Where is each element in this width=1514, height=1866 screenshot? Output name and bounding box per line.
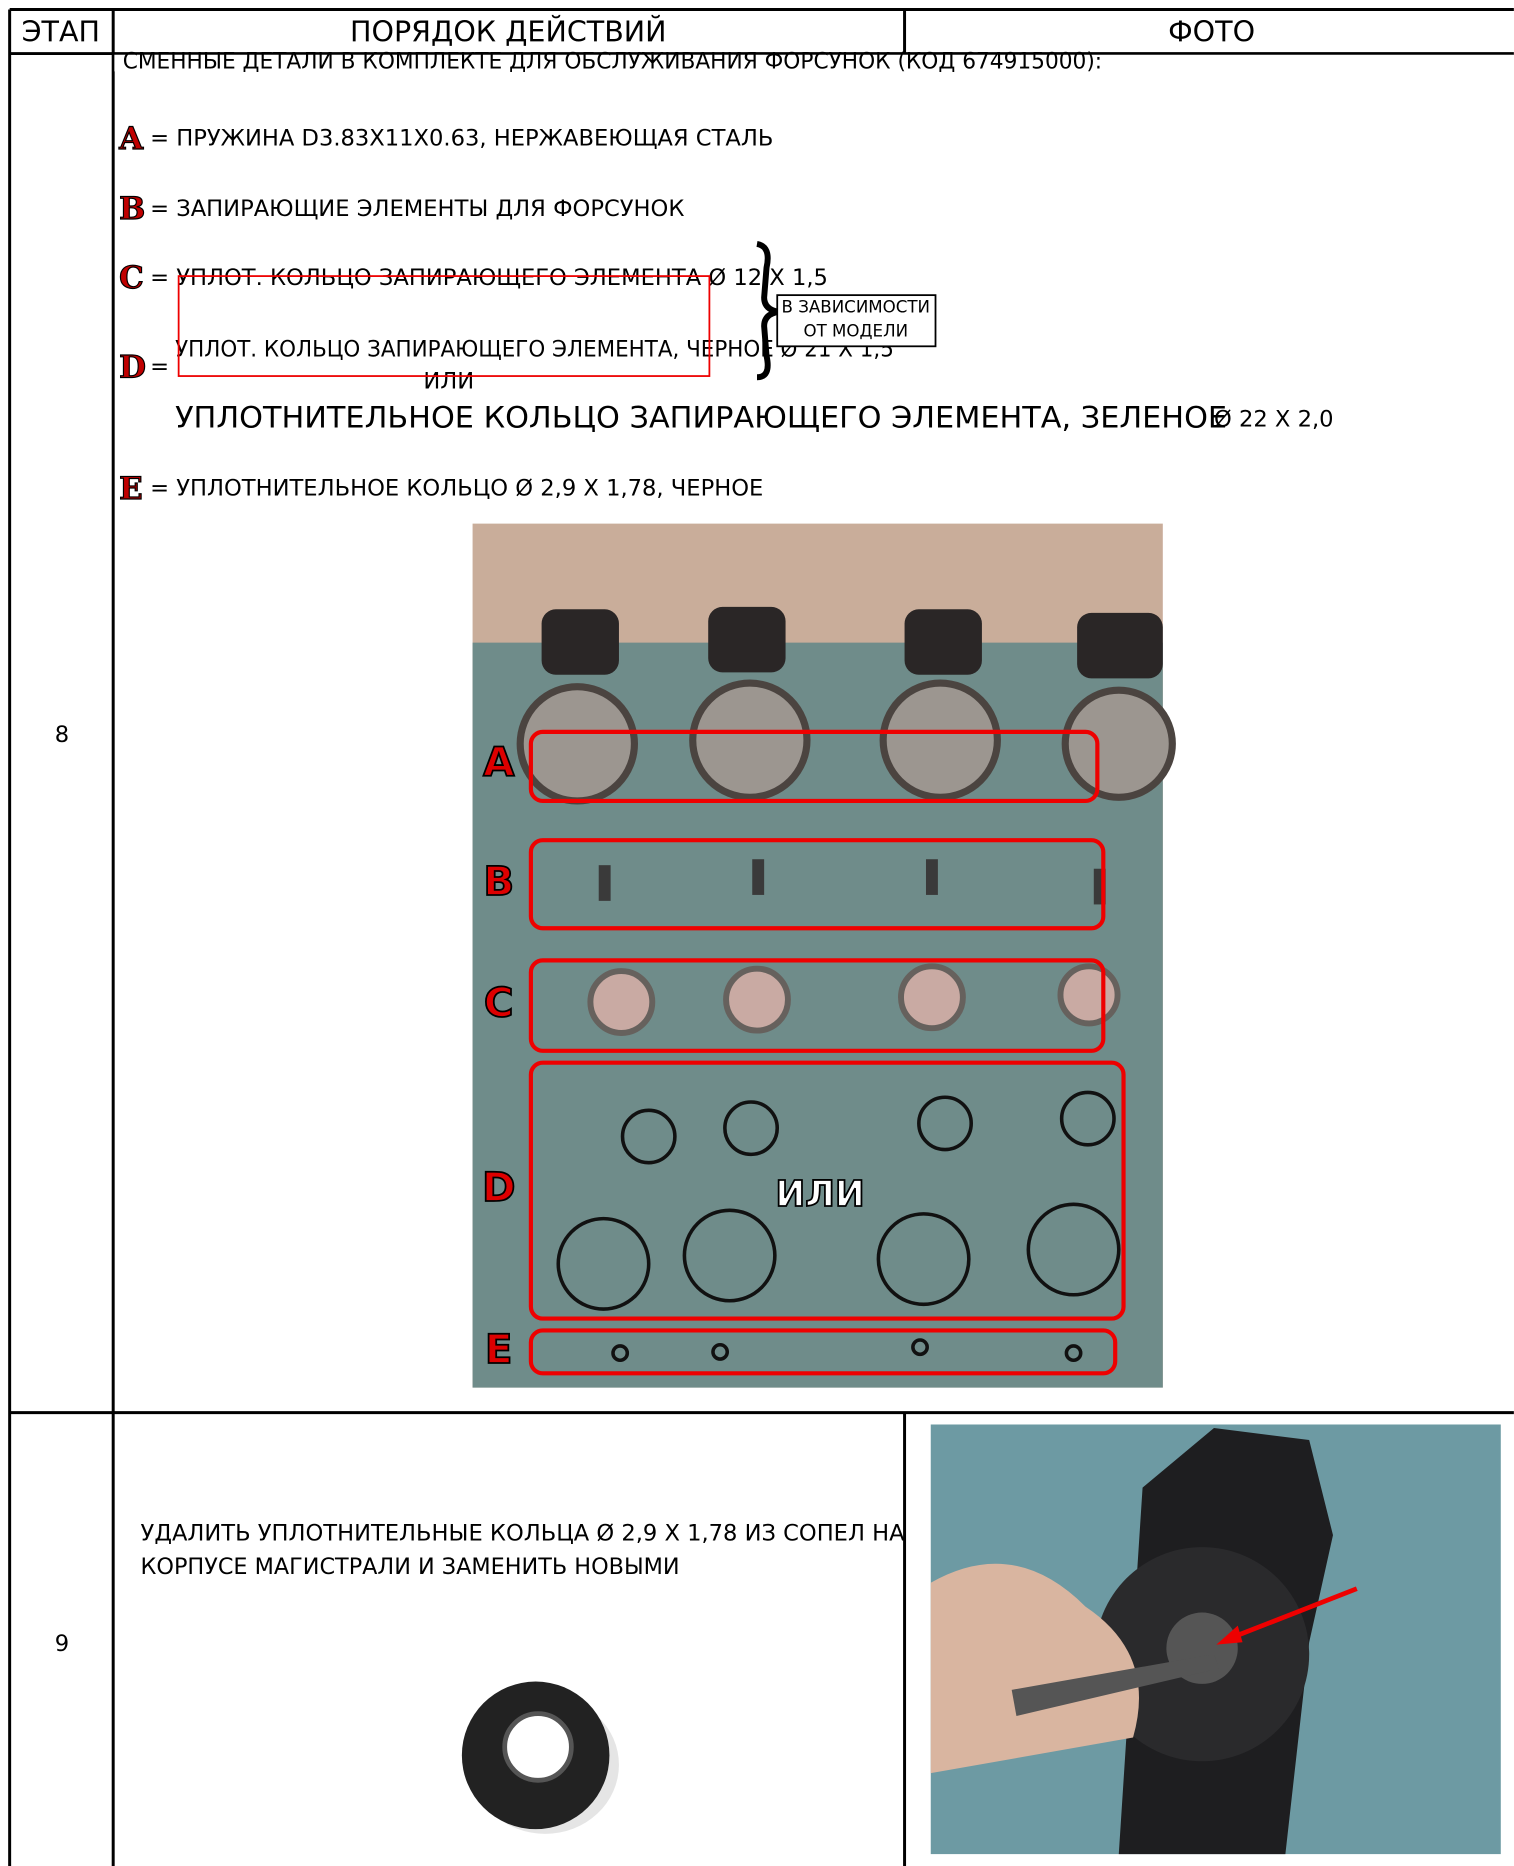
photo-label: B — [483, 857, 514, 905]
step-number: 8 — [55, 722, 69, 748]
parts-photo: A B C D E ИЛИ — [472, 523, 1176, 1388]
step-text: УДАЛИТЬ УПЛОТНИТЕЛЬНЫЕ КОЛЬЦА Ø 2,9 X 1,… — [141, 1520, 906, 1546]
item-letter: C — [119, 260, 144, 296]
item-text: = ЗАПИРАЮЩИЕ ЭЛЕМЕНТЫ ДЛЯ ФОРСУНОК — [150, 196, 684, 222]
item-text: = ПРУЖИНА D3.83X11X0.63, НЕРЖАВЕЮЩАЯ СТА… — [150, 126, 773, 152]
note-text: ОТ МОДЕЛИ — [803, 322, 908, 341]
table-grid — [8, 8, 1514, 1866]
option-text: УПЛОТНИТЕЛЬНОЕ КОЛЬЦО ЗАПИРАЮЩЕГО ЭЛЕМЕН… — [175, 400, 1227, 435]
step-text: КОРПУСЕ МАГИСТРАЛИ И ЗАМЕНИТЬ НОВЫМИ — [141, 1554, 680, 1580]
option-text: УПЛОТ. КОЛЬЦО ЗАПИРАЮЩЕГО ЭЛЕМЕНТА, ЧЕРН… — [175, 336, 894, 362]
intro: СМЕННЫЕ ДЕТАЛИ В КОМПЛЕКТЕ ДЛЯ ОБСЛУЖИВА… — [123, 48, 1102, 74]
step-number: 9 — [55, 1631, 69, 1657]
item-text: = — [150, 354, 169, 380]
item-text: = УПЛОТНИТЕЛЬНОЕ КОЛЬЦО Ø 2,9 X 1,78, ЧЕ… — [150, 476, 763, 502]
item-letter: E — [119, 471, 143, 507]
option-size: Ø 22 X 2,0 — [1214, 407, 1334, 433]
items: A = ПРУЖИНА D3.83X11X0.63, НЕРЖАВЕЮЩАЯ СТ… — [118, 120, 828, 507]
photo-or: ИЛИ — [775, 1174, 864, 1215]
item-letter: B — [119, 191, 145, 227]
item-text: = УПЛОТ. КОЛЬЦО ЗАПИРАЮЩЕГО ЭЛЕМЕНТА Ø 1… — [150, 265, 828, 291]
note-box — [776, 294, 937, 348]
photo-label: C — [484, 979, 514, 1027]
step-photo — [930, 1424, 1501, 1855]
photo-label: D — [482, 1163, 516, 1211]
column-header: ЭТАП — [22, 14, 100, 48]
highlight-box — [177, 275, 711, 377]
or-text: ИЛИ — [423, 369, 474, 395]
photo-label: E — [485, 1325, 513, 1373]
column-header: ПОРЯДОК ДЕЙСТВИЙ — [350, 14, 666, 48]
item-letter: D — [119, 349, 146, 385]
column-header: ФОТО — [1168, 14, 1255, 48]
spacer — [114, 54, 1514, 72]
o-ring-image — [461, 1681, 619, 1834]
photo-label: A — [483, 738, 515, 786]
note-text: В ЗАВИСИМОСТИ — [782, 298, 931, 317]
item-letter: A — [118, 121, 144, 157]
